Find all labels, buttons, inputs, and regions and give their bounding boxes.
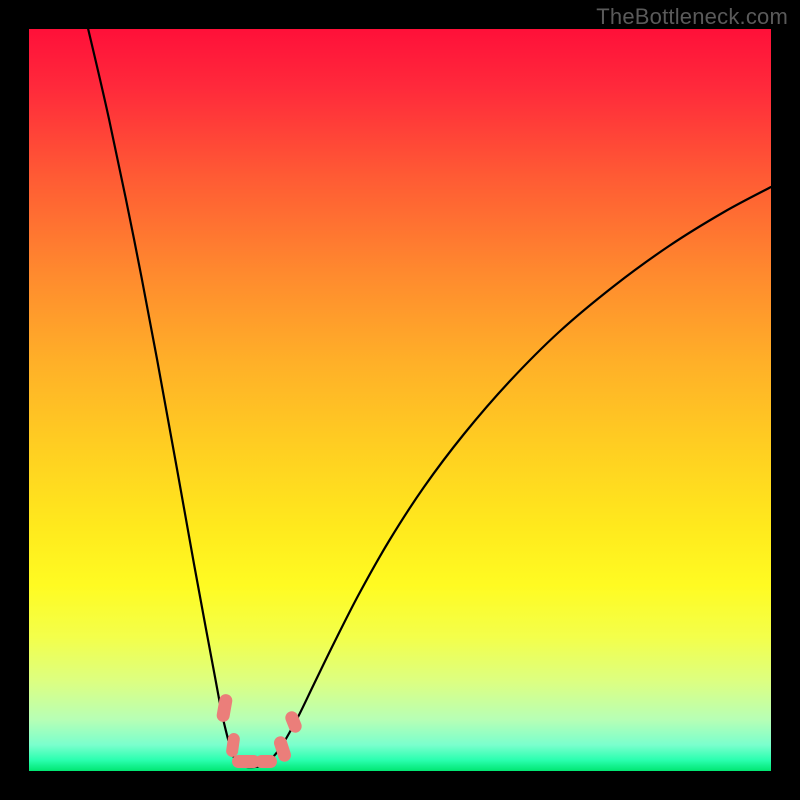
watermark-text: TheBottleneck.com	[596, 4, 788, 30]
bottleneck-curve	[29, 29, 771, 771]
plot-area	[29, 29, 771, 771]
curve-marker	[255, 755, 277, 768]
